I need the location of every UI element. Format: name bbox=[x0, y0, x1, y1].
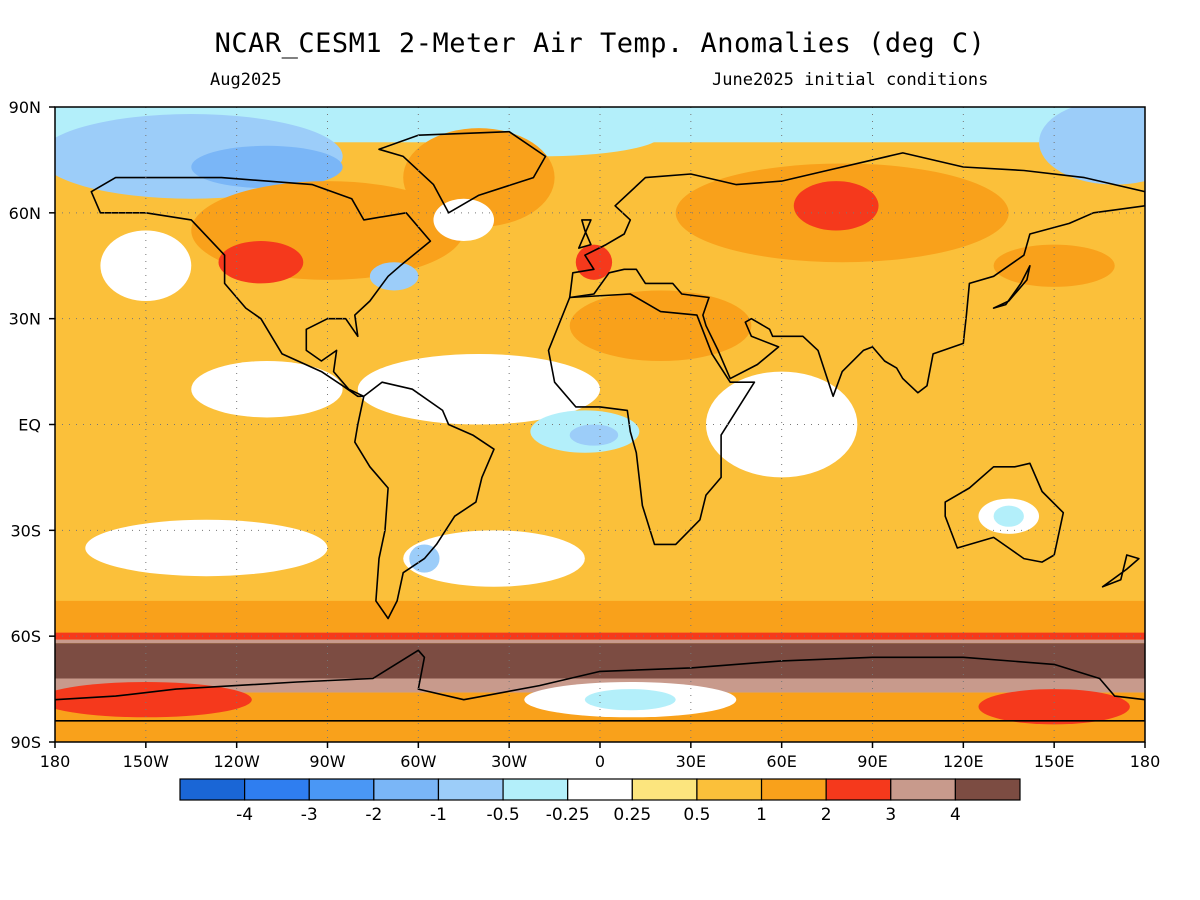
field-so-pink bbox=[55, 639, 1145, 644]
field-arctic-cool-east bbox=[1039, 107, 1145, 185]
initial-conditions-label: June2025 initial conditions bbox=[712, 70, 989, 90]
antarctica-coast bbox=[55, 649, 1145, 722]
x-tick-label: 120W bbox=[213, 752, 260, 771]
y-tick-label: 60S bbox=[10, 627, 41, 646]
field-siberia-hot bbox=[793, 181, 879, 231]
legend-swatch bbox=[308, 778, 375, 801]
field-eq-atl-cooler bbox=[569, 424, 619, 446]
legend-swatch bbox=[502, 778, 569, 801]
legend-label: 2 bbox=[821, 805, 832, 825]
field-ne-pacific-neutral bbox=[100, 230, 192, 302]
colorbar-legend: -4 -3 -2 -1 -0.5 -0.25 0.25 0.5 1 2 3 4 bbox=[179, 778, 1021, 825]
x-tick-label: 180 bbox=[1130, 752, 1161, 771]
legend-label: 0.5 bbox=[683, 805, 710, 825]
x-tick-label: 90E bbox=[857, 752, 887, 771]
y-tick-label: 90N bbox=[9, 98, 41, 117]
field-sahara bbox=[569, 290, 752, 361]
field-trop-atl-neutral bbox=[357, 353, 600, 425]
legend-swatch bbox=[437, 778, 504, 801]
field-satl-neutral bbox=[403, 530, 585, 587]
x-tick-label: 30E bbox=[676, 752, 706, 771]
y-tick-label: 90S bbox=[10, 733, 41, 752]
legend-swatch bbox=[954, 778, 1021, 801]
legend-label: 4 bbox=[950, 805, 961, 825]
legend-label: -2 bbox=[365, 805, 382, 825]
field-ne-us-cool bbox=[369, 262, 419, 291]
eurasia-coast bbox=[568, 152, 1145, 398]
field-west-ant-hot bbox=[55, 682, 252, 718]
legend-swatch bbox=[890, 778, 956, 801]
field-west-na-hot bbox=[218, 241, 304, 284]
field-east-ant-cool bbox=[584, 689, 676, 711]
x-tick-label: 90W bbox=[309, 752, 345, 771]
valid-month-label: Aug2025 bbox=[210, 70, 282, 90]
british-isles-coast bbox=[578, 219, 592, 249]
legend-swatch bbox=[373, 778, 440, 801]
legend-label: 1 bbox=[756, 805, 767, 825]
x-tick-label: 150E bbox=[1034, 752, 1075, 771]
gridlines bbox=[55, 107, 1145, 742]
y-tick-label: 30N bbox=[9, 310, 41, 329]
x-tick-label: 30W bbox=[491, 752, 527, 771]
legend-swatch bbox=[825, 778, 892, 801]
field-so-red bbox=[55, 632, 1145, 640]
legend-label: 3 bbox=[885, 805, 896, 825]
legend-label: 0.25 bbox=[613, 805, 651, 825]
field-greenland bbox=[403, 128, 555, 227]
new-zealand-coast bbox=[1101, 554, 1140, 588]
legend-label: -4 bbox=[236, 805, 253, 825]
legend-label: -0.5 bbox=[486, 805, 519, 825]
south-america-coast bbox=[354, 381, 495, 620]
y-tick-label: 60N bbox=[9, 204, 41, 223]
field-epac-neutral bbox=[191, 361, 343, 418]
japan-coast bbox=[992, 265, 1031, 309]
legend-label: -0.25 bbox=[546, 805, 590, 825]
y-tick-label: 30S bbox=[10, 521, 41, 540]
map-title: NCAR_CESM1 2-Meter Air Temp. Anomalies (… bbox=[214, 28, 986, 59]
field-labrador-neutral bbox=[433, 198, 495, 242]
x-tick-label: 180 bbox=[40, 752, 71, 771]
x-tick-label: 60W bbox=[400, 752, 436, 771]
x-tick-label: 150W bbox=[123, 752, 170, 771]
legend-swatch bbox=[179, 778, 246, 801]
legend-label: -1 bbox=[430, 805, 447, 825]
legend-label: -3 bbox=[301, 805, 318, 825]
legend-swatch bbox=[631, 778, 698, 801]
field-ross-hot bbox=[978, 689, 1130, 725]
y-tick-label: EQ bbox=[18, 416, 41, 435]
x-tick-label: 60E bbox=[766, 752, 796, 771]
legend-swatch bbox=[696, 778, 763, 801]
axis-ticks: 180 150W 120W 90W 60W 30W 0 30E 60E 90E 120E 150E 18… bbox=[9, 98, 1161, 771]
field-spac-neutral bbox=[85, 519, 328, 577]
legend-swatch bbox=[244, 778, 310, 801]
north-america-coast bbox=[90, 176, 432, 398]
africa-coast bbox=[547, 293, 756, 546]
x-tick-label: 0 bbox=[595, 752, 605, 771]
legend-swatch bbox=[567, 778, 633, 801]
anomaly-field bbox=[55, 107, 1145, 742]
legend-swatch bbox=[760, 778, 827, 801]
x-tick-label: 120E bbox=[943, 752, 984, 771]
field-nw-pacific bbox=[993, 244, 1115, 287]
field-aus-cool bbox=[993, 505, 1024, 527]
